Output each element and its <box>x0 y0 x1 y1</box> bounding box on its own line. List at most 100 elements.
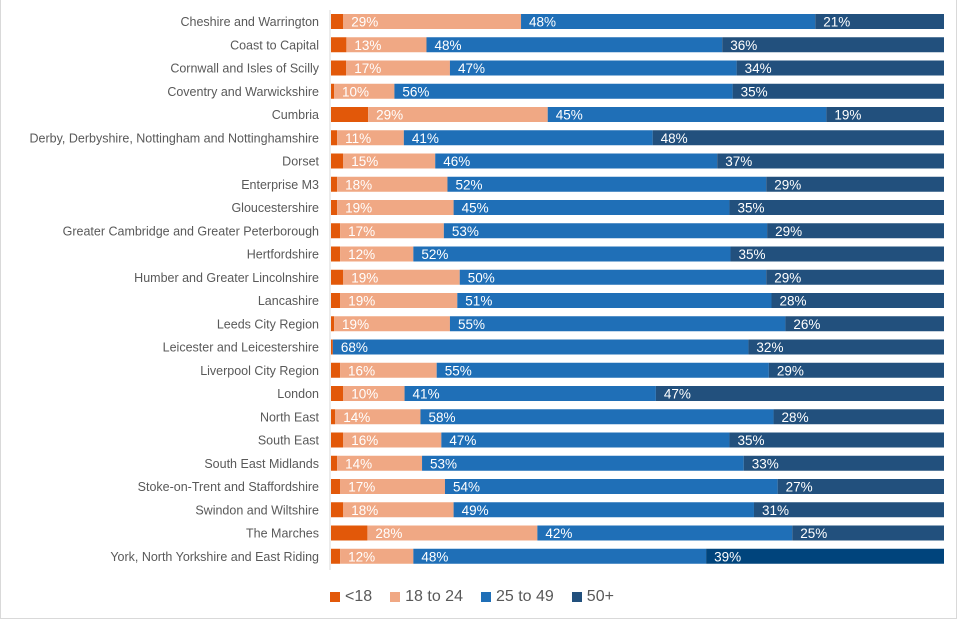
data-label-25-to-49-liverpool-city-region: 55% <box>445 363 472 378</box>
bar-segment-25-to-49-cumbria <box>547 107 827 122</box>
data-label-18-to-24-york-north-yorkshire-and-east-riding: 12% <box>348 549 375 564</box>
bar-segment-25-to-49-derby-derbyshire-nottingham-and-nottinghamshire <box>403 130 653 146</box>
data-label-18-to-24-coast-to-capital: 13% <box>354 38 381 53</box>
data-label-18-to-24-the-marches: 28% <box>375 526 402 541</box>
bar-segment-50-plus-south-east <box>729 432 944 448</box>
bar-segment-50-plus-hertfordshire <box>730 246 944 262</box>
data-label-50-plus-north-east: 28% <box>782 410 809 425</box>
category-label-cornwall-and-isles-of-scilly: Cornwall and Isles of Scilly <box>170 62 319 76</box>
data-label-50-plus-south-east: 35% <box>737 433 764 448</box>
bar-segment-50-plus-cornwall-and-isles-of-scilly <box>736 60 944 76</box>
data-label-50-plus-cumbria: 19% <box>834 108 861 123</box>
legend-item-25-to-49: 25 to 49 <box>480 588 554 606</box>
data-label-18-to-24-swindon-and-wiltshire: 18% <box>351 503 378 518</box>
bar-segment-25-to-49-cheshire-and-warrington <box>521 14 816 29</box>
data-label-18-to-24-leeds-city-region: 19% <box>342 317 369 332</box>
data-label-25-to-49-the-marches: 42% <box>545 526 572 541</box>
bar-segment-50-plus-london <box>655 386 944 401</box>
bar-segment-18-to-24-north-east <box>335 409 421 425</box>
bar-segment-under-18-coventry-and-warwickshire <box>331 83 335 99</box>
bar-segment-25-to-49-south-east <box>441 432 730 448</box>
bar-segment-18-to-24-lancashire <box>340 293 458 308</box>
data-label-25-to-49-london: 41% <box>413 387 440 402</box>
bar-segment-18-to-24-coventry-and-warwickshire <box>334 83 395 99</box>
bar-segment-under-18-hertfordshire <box>331 246 341 262</box>
data-label-50-plus-leicester-and-leicestershire: 32% <box>756 340 783 355</box>
category-label-coventry-and-warwickshire: Coventry and Warwickshire <box>167 85 319 99</box>
data-label-25-to-49-derby-derbyshire-nottingham-and-nottinghamshire: 41% <box>412 131 439 146</box>
bar-segment-50-plus-cumbria <box>826 107 944 122</box>
bar-segment-under-18-humber-and-greater-lincolnshire <box>331 269 344 285</box>
category-label-york-north-yorkshire-and-east-riding: York, North Yorkshire and East Riding <box>110 550 319 564</box>
bar-segment-50-plus-lancashire <box>771 293 944 308</box>
data-label-50-plus-york-north-yorkshire-and-east-riding: 39% <box>714 549 741 564</box>
bar-segment-18-to-24-hertfordshire <box>340 246 414 262</box>
bar-segment-25-to-49-york-north-yorkshire-and-east-riding <box>413 548 707 564</box>
data-label-18-to-24-enterprise-m3: 18% <box>345 177 372 192</box>
data-label-18-to-24-derby-derbyshire-nottingham-and-nottinghamshire: 11% <box>345 131 371 146</box>
bar-segment-18-to-24-dorset <box>343 153 436 169</box>
category-label-south-east: South East <box>258 434 320 448</box>
data-label-25-to-49-dorset: 46% <box>443 154 470 169</box>
legend-swatch-under-18 <box>330 592 340 602</box>
data-label-18-to-24-liverpool-city-region: 16% <box>348 363 375 378</box>
data-label-18-to-24-stoke-on-trent-and-staffordshire: 17% <box>348 480 375 495</box>
data-label-50-plus-leeds-city-region: 26% <box>793 317 820 332</box>
legend-swatch-50-plus <box>571 592 582 602</box>
category-label-north-east: North East <box>260 410 320 424</box>
bar-segment-25-to-49-hertfordshire <box>413 246 731 262</box>
bar-segment-under-18-cheshire-and-warrington <box>331 14 344 29</box>
bar-segment-50-plus-york-north-yorkshire-and-east-riding <box>706 548 944 564</box>
data-label-25-to-49-cornwall-and-isles-of-scilly: 47% <box>458 61 485 76</box>
bar-segment-18-to-24-derby-derbyshire-nottingham-and-nottinghamshire <box>337 130 404 146</box>
bar-segment-50-plus-north-east <box>773 409 944 425</box>
bar-segment-18-to-24-cheshire-and-warrington <box>343 14 522 29</box>
category-label-greater-cambridge-and-greater-peterborough: Greater Cambridge and Greater Peterborou… <box>63 224 319 238</box>
data-label-50-plus-hertfordshire: 35% <box>739 247 766 262</box>
bar-segment-50-plus-enterprise-m3 <box>766 176 944 192</box>
bar-segment-under-18-coast-to-capital <box>331 37 347 53</box>
bar-segment-18-to-24-stoke-on-trent-and-staffordshire <box>340 479 445 494</box>
bar-segment-18-to-24-coast-to-capital <box>346 37 427 53</box>
bar-segment-25-to-49-lancashire <box>457 293 772 308</box>
data-label-50-plus-south-east-midlands: 33% <box>752 456 779 471</box>
legend-swatch-25-to-49 <box>480 592 491 602</box>
bar-segment-18-to-24-swindon-and-wiltshire <box>343 502 454 518</box>
data-label-50-plus-cheshire-and-warrington: 21% <box>823 15 850 30</box>
bar-segment-18-to-24-london <box>343 386 405 401</box>
bar-segment-25-to-49-the-marches <box>537 525 793 541</box>
bar-segment-18-to-24-the-marches <box>367 525 538 541</box>
bar-segment-18-to-24-south-east-midlands <box>337 455 423 471</box>
bar-segment-under-18-stoke-on-trent-and-staffordshire <box>331 479 341 494</box>
data-label-25-to-49-cheshire-and-warrington: 48% <box>529 15 556 30</box>
category-label-cumbria: Cumbria <box>272 108 319 122</box>
category-label-enterprise-m3: Enterprise M3 <box>241 178 319 192</box>
category-label-dorset: Dorset <box>282 155 319 169</box>
bar-segment-under-18-the-marches <box>331 525 368 541</box>
bar-segment-50-plus-liverpool-city-region <box>768 362 944 378</box>
category-label-stoke-on-trent-and-staffordshire: Stoke-on-Trent and Staffordshire <box>138 480 319 494</box>
data-label-18-to-24-gloucestershire: 19% <box>345 201 372 216</box>
data-label-25-to-49-lancashire: 51% <box>465 294 492 309</box>
bar-segment-under-18-leicester-and-leicestershire <box>331 339 333 355</box>
bar-segment-25-to-49-coventry-and-warwickshire <box>394 83 733 99</box>
legend-item-18-to-24: 18 to 24 <box>390 588 463 606</box>
bar-segment-18-to-24-cumbria <box>368 107 548 122</box>
bar-segment-under-18-dorset <box>331 153 344 169</box>
legend-label-under-18: <18 <box>345 588 373 605</box>
bar-segment-25-to-49-leicester-and-leicestershire <box>332 339 749 355</box>
bar-segment-under-18-liverpool-city-region <box>331 362 341 378</box>
bar-segment-under-18-lancashire <box>331 293 341 308</box>
data-label-50-plus-lancashire: 28% <box>780 294 807 309</box>
bar-segment-under-18-derby-derbyshire-nottingham-and-nottinghamshire <box>331 130 338 146</box>
category-label-swindon-and-wiltshire: Swindon and Wiltshire <box>195 503 319 517</box>
bar-segment-25-to-49-cornwall-and-isles-of-scilly <box>449 60 737 76</box>
bar-segment-under-18-south-east <box>331 432 344 448</box>
bar-segment-25-to-49-enterprise-m3 <box>447 176 767 192</box>
bar-segment-50-plus-derby-derbyshire-nottingham-and-nottinghamshire <box>652 130 944 146</box>
bar-segment-50-plus-cheshire-and-warrington <box>815 14 944 29</box>
bar-segment-50-plus-swindon-and-wiltshire <box>753 502 944 518</box>
data-label-25-to-49-greater-cambridge-and-greater-peterborough: 53% <box>452 224 479 239</box>
data-label-25-to-49-enterprise-m3: 52% <box>455 177 482 192</box>
data-label-25-to-49-leicester-and-leicestershire: 68% <box>341 340 368 355</box>
